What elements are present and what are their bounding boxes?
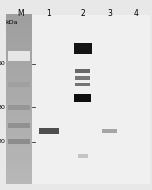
Text: 2: 2 bbox=[80, 10, 85, 18]
Bar bbox=[8, 105, 30, 110]
Text: kDa: kDa bbox=[5, 20, 18, 25]
Bar bbox=[75, 69, 90, 73]
Bar bbox=[8, 139, 30, 144]
Bar bbox=[78, 154, 88, 158]
Bar bbox=[74, 94, 91, 102]
Text: 1: 1 bbox=[46, 10, 51, 18]
Bar bbox=[102, 129, 117, 133]
Bar bbox=[8, 82, 30, 87]
Text: 3: 3 bbox=[107, 10, 112, 18]
Text: 30: 30 bbox=[0, 105, 5, 110]
Bar bbox=[75, 83, 90, 86]
Bar bbox=[74, 43, 92, 54]
Text: 4: 4 bbox=[134, 10, 138, 18]
Bar bbox=[32, 15, 150, 184]
Bar bbox=[8, 51, 30, 61]
Text: 20: 20 bbox=[0, 139, 5, 144]
Text: M: M bbox=[17, 10, 24, 18]
Text: 50: 50 bbox=[0, 61, 5, 66]
Bar bbox=[75, 76, 90, 80]
Bar bbox=[8, 123, 30, 128]
Bar bbox=[39, 128, 59, 134]
